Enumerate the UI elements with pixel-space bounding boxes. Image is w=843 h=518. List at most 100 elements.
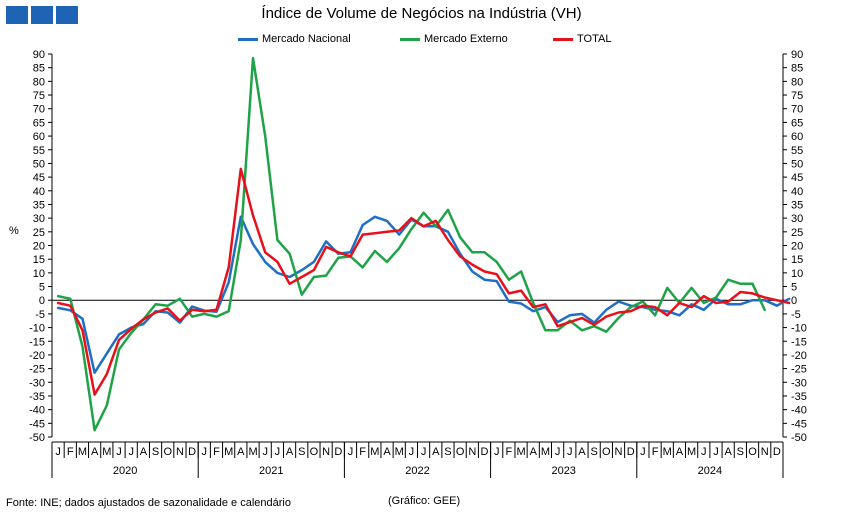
x-month-label: J [555,446,561,458]
chart-title: Índice de Volume de Negócios na Indústri… [261,5,582,22]
x-month-label: S [444,446,451,458]
x-month-label: O [456,446,465,458]
x-month-label: M [370,446,379,458]
x-month-label: J [262,446,268,458]
y-tick-label-left: 65 [33,117,45,129]
x-month-label: O [163,446,172,458]
x-month-label: J [567,446,573,458]
y-tick-label-left: 35 [33,199,45,211]
x-month-label: M [663,446,672,458]
x-month-label: J [128,446,134,458]
y-tick-label-right: 25 [791,227,803,239]
x-month-label: F [213,446,220,458]
x-month-label: J [409,446,415,458]
x-year-label: 2020 [113,465,137,477]
legend-item-nacional: Mercado Nacional [238,33,351,45]
x-month-label: M [248,446,257,458]
x-month-label: S [298,446,305,458]
x-month-label: M [395,446,404,458]
x-month-label: J [640,446,646,458]
legend-label-nacional: Mercado Nacional [262,33,351,45]
y-tick-label-right: 85 [791,63,803,75]
y-tick-label-right: 50 [791,158,803,170]
x-month-label: M [78,446,87,458]
legend-swatch-externo [400,37,420,41]
credit-note: (Gráfico: GEE) [388,495,461,507]
y-tick-label-right: 60 [791,131,803,143]
y-tick-label-left: 45 [33,172,45,184]
x-month-label: M [224,446,233,458]
y-tick-label-right: -35 [791,391,807,403]
y-tick-label-right: 20 [791,241,803,253]
y-tick-label-left: 50 [33,158,45,170]
x-month-label: S [152,446,159,458]
x-month-label: N [176,446,184,458]
y-tick-label-right: -40 [791,405,807,417]
y-tick-label-right: 10 [791,268,803,280]
x-month-label: M [102,446,111,458]
x-month-label: A [530,446,538,458]
y-tick-label-right: 40 [791,186,803,198]
x-month-label: A [432,446,440,458]
y-tick-label-right: 80 [791,76,803,88]
x-month-label: J [55,446,61,458]
logo-square-3 [56,6,78,24]
y-tick-label-right: 0 [791,295,797,307]
source-note: Fonte: INE; dados ajustados de sazonalid… [6,497,291,509]
series-line-externo [56,56,766,432]
x-month-label: O [310,446,319,458]
x-month-label: F [67,446,74,458]
y-tick-label-left: 90 [33,49,45,61]
y-tick-label-right: -5 [791,309,801,321]
x-month-label: O [748,446,757,458]
y-tick-label-left: -5 [35,309,45,321]
x-year-label: 2022 [405,465,429,477]
x-year-label: 2021 [259,465,283,477]
x-month-label: A [383,446,391,458]
x-month-label: M [516,446,525,458]
chart-legend: Mercado Nacional Mercado Externo TOTAL [0,33,843,49]
y-tick-label-left: -45 [29,418,45,430]
x-month-label: M [687,446,696,458]
y-tick-label-left: 0 [39,295,45,307]
x-month-label: A [676,446,684,458]
logo-square-1 [6,6,28,24]
y-tick-label-right: -50 [791,432,807,444]
y-tick-label-left: 60 [33,131,45,143]
y-tick-label-left: -30 [29,377,45,389]
y-tick-label-right: 70 [791,104,803,116]
series-line-total [56,167,791,396]
y-tick-label-left: 30 [33,213,45,225]
series-line-nacional [56,215,791,374]
y-tick-label-left: 5 [39,282,45,294]
x-month-label: D [773,446,781,458]
x-month-label: J [701,446,707,458]
y-tick-label-left: 15 [33,254,45,266]
y-tick-label-right: -30 [791,377,807,389]
y-tick-label-left: 75 [33,90,45,102]
y-tick-label-left: -25 [29,364,45,376]
x-month-label: A [140,446,148,458]
y-tick-label-left: -15 [29,336,45,348]
y-tick-label-right: -20 [791,350,807,362]
x-month-label: N [468,446,476,458]
x-month-label: A [578,446,586,458]
y-tick-label-right: 35 [791,199,803,211]
x-year-label: 2024 [698,465,722,477]
y-tick-label-left: -35 [29,391,45,403]
x-month-label: J [494,446,500,458]
x-month-label: F [359,446,366,458]
y-axis-label: % [9,225,19,237]
logo [6,6,78,24]
x-month-label: D [334,446,342,458]
y-tick-label-right: 5 [791,282,797,294]
x-month-label: N [761,446,769,458]
legend-swatch-nacional [238,37,258,41]
y-tick-label-right: -10 [791,323,807,335]
legend-label-externo: Mercado Externo [424,33,508,45]
y-tick-label-right: 30 [791,213,803,225]
y-tick-label-left: -40 [29,405,45,417]
legend-label-total: TOTAL [577,33,612,45]
y-tick-label-left: 85 [33,63,45,75]
